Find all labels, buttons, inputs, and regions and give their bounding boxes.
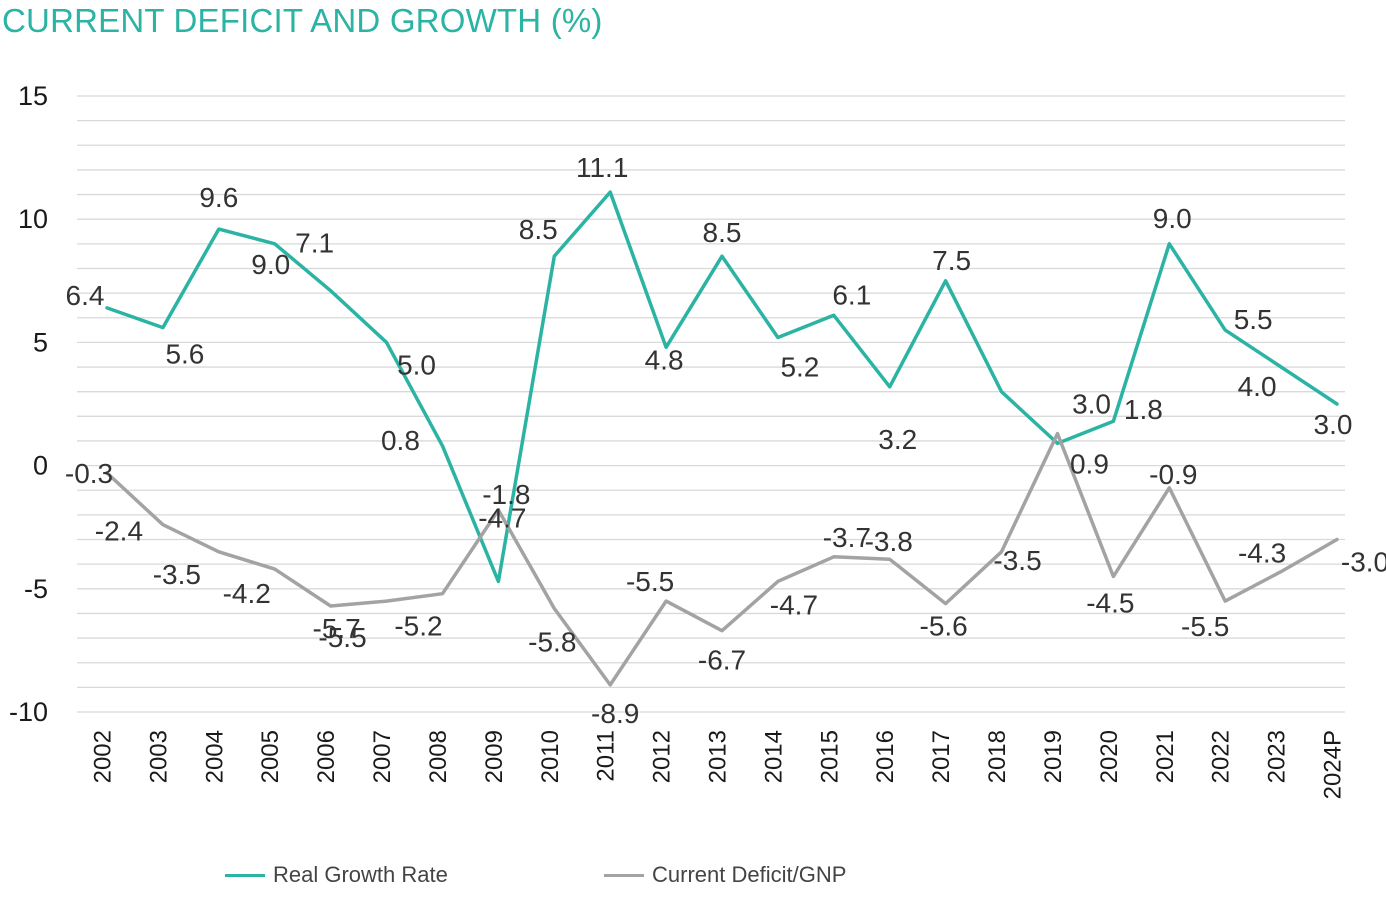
chart-title: CURRENT DEFICIT AND GROWTH (%) <box>2 2 603 39</box>
data-label-deficit: -5.2 <box>394 611 442 642</box>
x-tick-label: 2007 <box>369 730 396 783</box>
x-tick-label: 2006 <box>313 730 340 783</box>
data-label-growth: 9.6 <box>199 182 238 213</box>
data-label-growth: 8.5 <box>703 217 742 248</box>
data-label-growth: 6.4 <box>66 280 105 311</box>
data-label-deficit: -3.0 <box>1341 547 1386 578</box>
x-tick-label: 2012 <box>649 730 676 783</box>
data-label-deficit: -5.7 <box>313 613 361 644</box>
line-chart: 15 10 5 0 -5 -10 2002 2003 2004 2005 2006 2007 2008 2… <box>9 81 1386 799</box>
data-label-deficit: -5.5 <box>626 566 674 597</box>
legend-label-deficit: Current Deficit/GNP <box>652 862 847 887</box>
data-label-deficit: -3.5 <box>153 559 201 590</box>
data-label-growth: 3.2 <box>878 424 917 455</box>
data-label-deficit: -2.4 <box>95 516 143 547</box>
data-label-growth: 7.1 <box>295 228 334 259</box>
data-label-deficit: -5.6 <box>920 611 968 642</box>
data-label-growth: 3.0 <box>1072 389 1111 420</box>
x-tick-label: 2023 <box>1264 730 1291 783</box>
data-label-deficit: -4.3 <box>1238 538 1286 569</box>
x-tick-label: 2014 <box>760 730 787 783</box>
legend-label-growth: Real Growth Rate <box>273 862 448 887</box>
data-label-deficit: -0.9 <box>1149 459 1197 490</box>
x-tick-label: 2004 <box>201 730 228 783</box>
data-label-deficit: -0.3 <box>65 458 113 489</box>
data-label-growth: 8.5 <box>519 214 558 245</box>
x-tick-label: 2009 <box>481 730 508 783</box>
data-label-growth: 9.0 <box>251 249 290 280</box>
data-label-growth: 9.0 <box>1153 203 1192 234</box>
data-label-growth: 5.2 <box>780 351 819 382</box>
y-tick-label: 15 <box>18 81 48 111</box>
data-label-growth: -4.7 <box>478 502 526 533</box>
y-tick-label: 5 <box>33 327 48 357</box>
data-label-growth: 5.6 <box>165 339 204 370</box>
data-label-deficit: -4.5 <box>1086 587 1134 618</box>
x-tick-label: 2024P <box>1320 730 1347 799</box>
y-tick-label: -5 <box>24 574 48 604</box>
data-label-growth: 6.1 <box>832 279 871 310</box>
x-tick-label: 2017 <box>928 730 955 783</box>
data-label-growth: 0.8 <box>381 425 420 456</box>
data-label-growth: 4.0 <box>1238 371 1277 402</box>
data-label-deficit: -1.8 <box>482 479 530 510</box>
legend-swatch-deficit <box>604 873 644 877</box>
legend-swatch-growth <box>225 873 265 877</box>
data-label-deficit: -8.9 <box>591 698 639 729</box>
data-label-growth: 3.0 <box>1314 409 1353 440</box>
data-label-deficit: -4.7 <box>770 589 818 620</box>
x-tick-label: 2022 <box>1208 730 1235 783</box>
data-label-deficit: -3.7 <box>823 522 871 553</box>
x-tick-label: 2021 <box>1152 730 1179 783</box>
data-label-deficit: -3.5 <box>993 545 1041 576</box>
y-tick-label: -10 <box>9 697 48 727</box>
x-tick-label: 2011 <box>593 730 620 782</box>
legend-item-growth: Real Growth Rate <box>225 862 448 888</box>
data-label-deficit: -6.7 <box>698 645 746 676</box>
data-label-growth: 7.5 <box>932 245 971 276</box>
data-label-growth: 1.8 <box>1124 394 1163 425</box>
x-tick-label: 2003 <box>145 730 172 783</box>
data-label-growth: 0.9 <box>1070 448 1109 479</box>
data-label-deficit: -5.5 <box>1181 611 1229 642</box>
x-tick-label: 2005 <box>257 730 284 783</box>
data-label-deficit: -5.8 <box>528 627 576 658</box>
x-tick-label: 2013 <box>705 730 732 783</box>
x-tick-label: 2008 <box>425 730 452 783</box>
y-tick-label: 10 <box>18 204 48 234</box>
x-tick-label: 2018 <box>984 730 1011 783</box>
legend-item-deficit: Current Deficit/GNP <box>604 862 846 888</box>
x-tick-label: 2002 <box>90 730 117 783</box>
data-label-growth: 5.0 <box>397 349 436 380</box>
x-tick-label: 2010 <box>537 730 564 783</box>
data-label-deficit: -3.8 <box>865 526 913 557</box>
x-tick-label: 2016 <box>872 730 899 783</box>
data-label-growth: 4.8 <box>645 344 684 375</box>
x-tick-label: 2019 <box>1040 730 1067 783</box>
y-tick-label: 0 <box>33 451 48 481</box>
data-label-growth: 11.1 <box>576 152 628 183</box>
x-tick-label: 2015 <box>816 730 843 783</box>
data-label-deficit: -4.2 <box>223 578 271 609</box>
data-label-deficit: -5.5 <box>318 622 366 653</box>
series-line-growth <box>105 190 1339 584</box>
x-tick-label: 2020 <box>1096 730 1123 783</box>
data-label-growth: 5.5 <box>1234 304 1273 335</box>
